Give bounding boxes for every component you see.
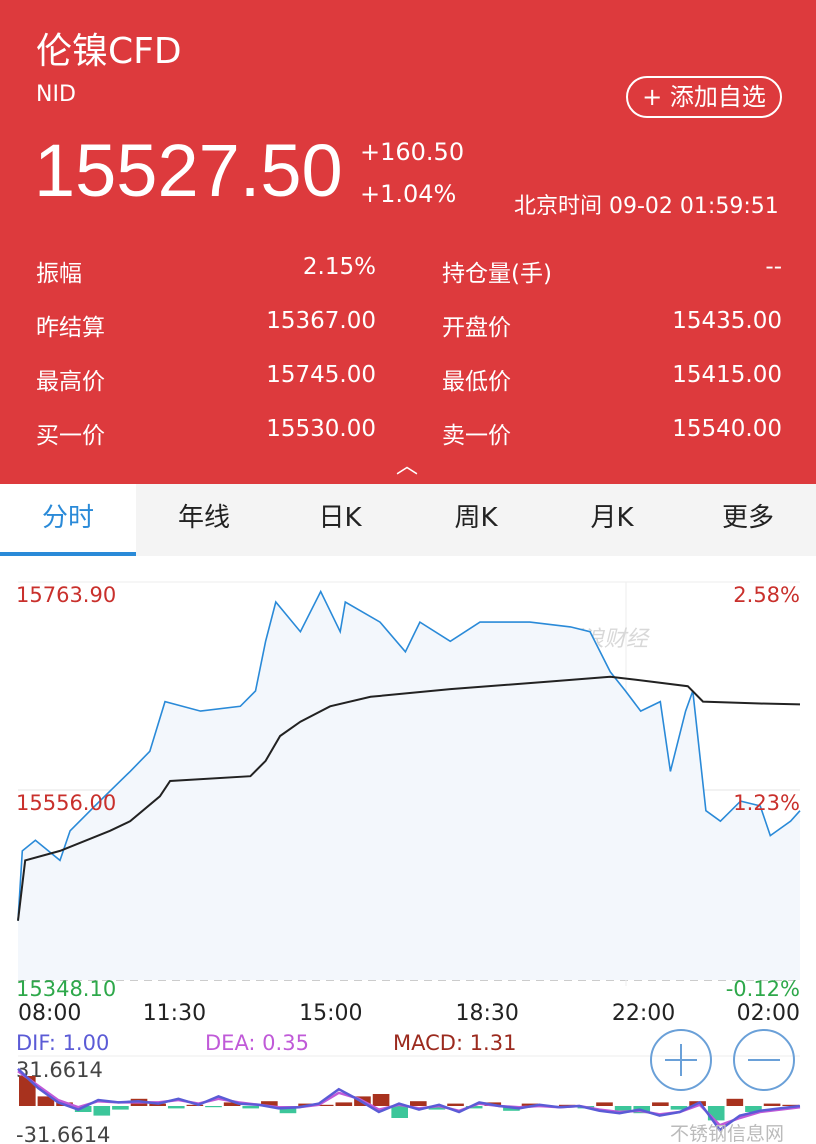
instrument-title: 伦镍CFD (36, 31, 182, 72)
macd-bar (447, 1103, 464, 1106)
stat-value: 15540.00 (672, 416, 782, 442)
x-tick-label: 22:00 (612, 1001, 675, 1026)
chart-tabs: 分时 年线 日K 周K 月K 更多 (0, 484, 816, 556)
stat-label: 振幅 (36, 261, 82, 287)
x-tick-label: 02:00 (737, 1001, 800, 1026)
macd-bar (428, 1106, 446, 1110)
macd-min-label: -31.6614 (16, 1123, 110, 1144)
macd-bar (763, 1103, 781, 1106)
stat-label: 持仓量(手) (442, 261, 552, 287)
x-tick-label: 15:00 (299, 1001, 362, 1026)
intraday-chart[interactable]: 新浪财经 15763.90 15556.00 15348.10 2.58% 1.… (0, 556, 816, 1144)
macd-bar (465, 1106, 483, 1109)
dif-label: DIF: 1.00 (16, 1031, 109, 1055)
macd-pane (17, 1067, 801, 1132)
dif-line (17, 1067, 801, 1132)
pct-label-mid: 1.23% (733, 791, 800, 815)
stat-label: 最低价 (442, 369, 511, 395)
dea-line (17, 1070, 801, 1127)
last-price: 15527.50 (34, 129, 343, 212)
price-line (17, 589, 801, 921)
price-change: +160.50 (360, 138, 465, 166)
average-line (17, 675, 801, 921)
price-area (18, 591, 800, 980)
macd-bar (391, 1106, 408, 1119)
tab-year[interactable]: 年线 (177, 503, 230, 533)
macd-bar (670, 1106, 688, 1110)
stat-value: -- (765, 254, 782, 280)
stat-value: 15745.00 (266, 362, 376, 388)
stat-label: 买一价 (36, 423, 105, 449)
macd-bar (223, 1102, 241, 1106)
x-axis: 08:00 11:30 15:00 18:30 22:00 02:00 (18, 1001, 800, 1026)
macd-bar (149, 1103, 166, 1106)
stat-value: 15415.00 (672, 362, 782, 388)
macd-bar (19, 1075, 36, 1106)
macd-bar (167, 1106, 185, 1109)
stat-value: 15530.00 (266, 416, 376, 442)
add-watchlist-button[interactable]: + 添加自选 (626, 76, 782, 118)
macd-bar (261, 1101, 278, 1106)
stat-value: 2.15% (302, 254, 376, 280)
y-label-bottom: 15348.10 (16, 977, 116, 1001)
x-tick-label: 08:00 (18, 1001, 81, 1026)
stat-label: 卖一价 (442, 423, 511, 449)
macd-bar (242, 1106, 260, 1109)
price-change-pct: +1.04% (360, 180, 457, 208)
macd-bar (279, 1106, 297, 1114)
pct-label-top: 2.58% (733, 583, 800, 607)
tab-weekly-k[interactable]: 周K (454, 503, 498, 533)
tab-daily-k[interactable]: 日K (318, 503, 362, 533)
pct-label-bottom: -0.12% (726, 977, 800, 1001)
stat-label: 开盘价 (442, 315, 511, 341)
macd-bar (614, 1106, 632, 1111)
macd-bar (37, 1096, 55, 1106)
chevron-up-icon[interactable]: ︿ (396, 454, 419, 479)
y-label-mid: 15556.00 (16, 791, 116, 815)
tab-monthly-k[interactable]: 月K (590, 503, 634, 533)
tab-more[interactable]: 更多 (721, 503, 774, 533)
macd-bar (745, 1106, 762, 1113)
macd-bar (410, 1101, 427, 1106)
stat-value: 15367.00 (266, 308, 376, 334)
macd-bar (521, 1103, 539, 1106)
macd-bar (93, 1106, 111, 1116)
stat-value: 15435.00 (672, 308, 782, 334)
y-label-top: 15763.90 (16, 583, 116, 607)
macd-bar (186, 1104, 204, 1106)
macd-bar (596, 1102, 613, 1106)
macd-bar (782, 1104, 799, 1106)
macd-bar (335, 1102, 353, 1106)
plus-circle-icon[interactable] (650, 1029, 712, 1091)
quote-time: 北京时间 09-02 01:59:51 (514, 194, 779, 219)
macd-bar (558, 1104, 576, 1106)
macd-label: MACD: 1.31 (393, 1031, 516, 1055)
stat-label: 昨结算 (36, 315, 105, 341)
macd-bar (652, 1102, 669, 1106)
quote-header: 伦镍CFD NID + 添加自选 15527.50 +160.50 +1.04%… (0, 0, 816, 484)
x-tick-label: 18:30 (455, 1001, 518, 1026)
footer-watermark: 不锈钢信息网 (670, 1123, 784, 1144)
tab-intraday[interactable]: 分时 (0, 484, 136, 556)
x-tick-label: 11:30 (143, 1001, 206, 1026)
plus-glyph (665, 1044, 697, 1076)
macd-bar (372, 1093, 390, 1106)
dea-label: DEA: 0.35 (205, 1031, 309, 1055)
zoom-out-button[interactable] (733, 1029, 795, 1091)
macd-bar (112, 1106, 129, 1110)
zoom-in-button[interactable] (650, 1029, 712, 1091)
minus-circle-icon[interactable] (733, 1029, 795, 1091)
instrument-code: NID (36, 82, 76, 107)
macd-bar (205, 1106, 222, 1108)
stat-label: 最高价 (36, 369, 105, 395)
macd-bar (74, 1106, 92, 1113)
macd-bar (726, 1098, 744, 1106)
macd-bar (316, 1104, 334, 1106)
